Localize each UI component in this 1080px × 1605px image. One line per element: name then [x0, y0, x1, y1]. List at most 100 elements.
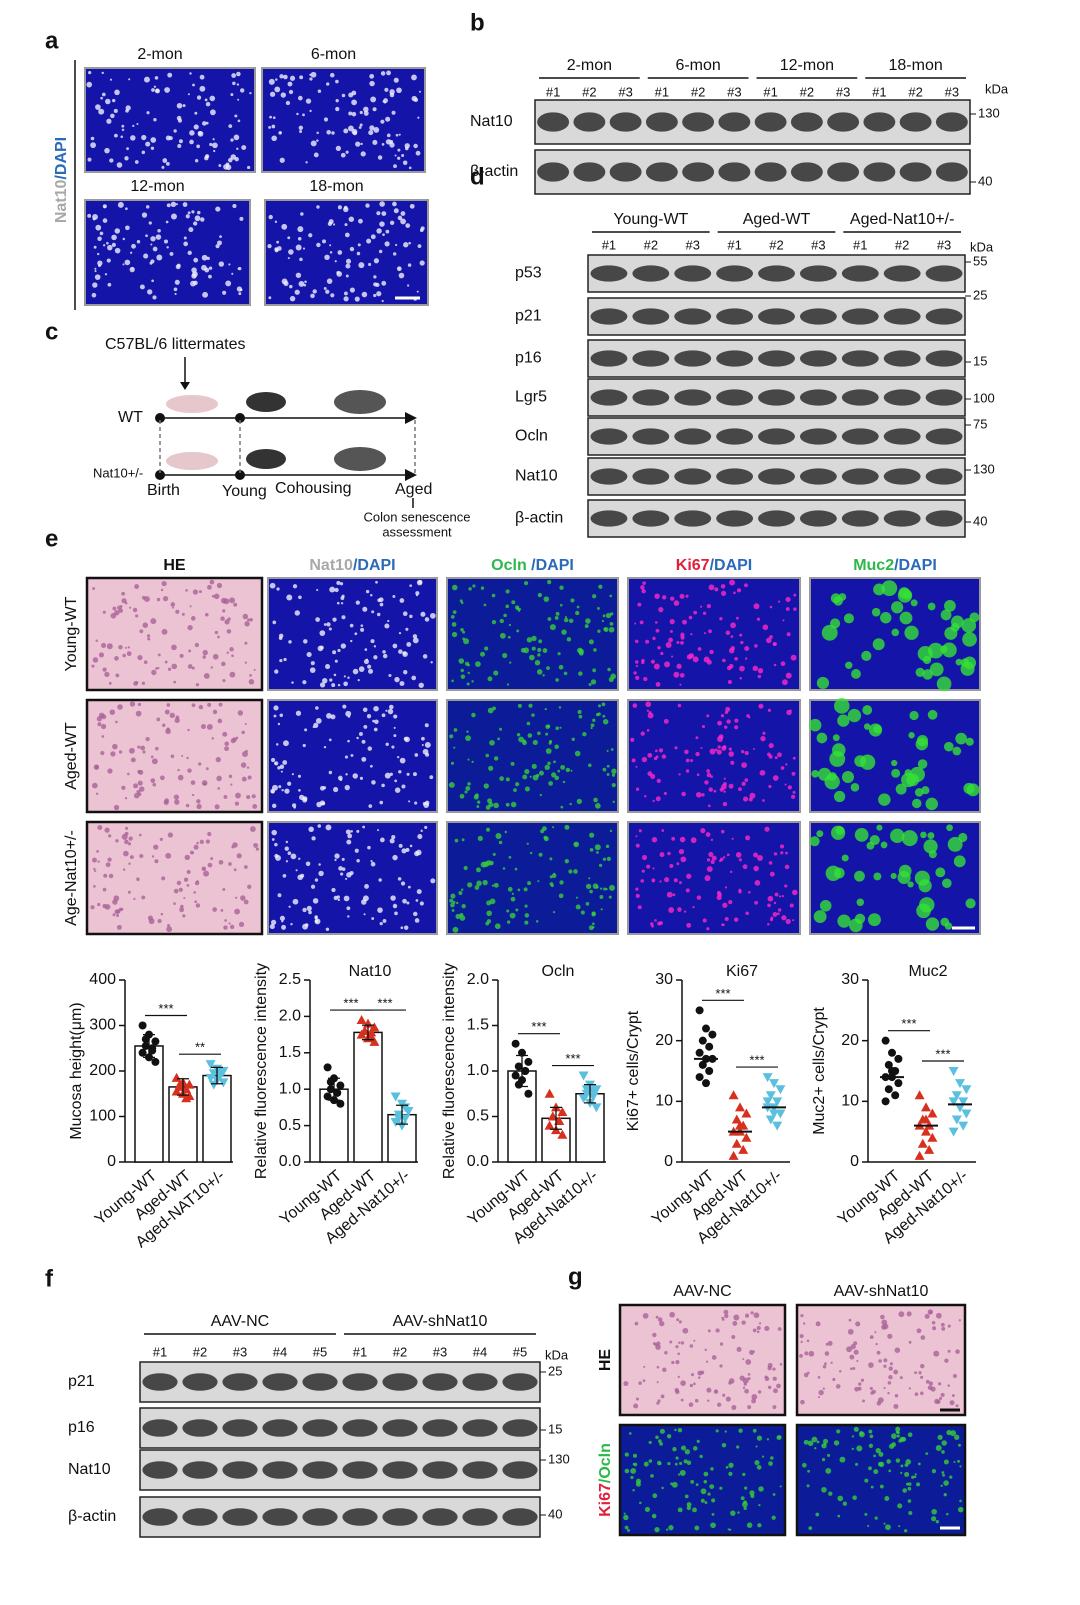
image-texture — [832, 1377, 836, 1382]
image-texture — [576, 605, 580, 609]
image-texture — [688, 653, 695, 659]
image-texture — [317, 645, 324, 652]
image-texture — [106, 258, 111, 263]
image-texture — [664, 1350, 668, 1355]
image-texture — [167, 72, 173, 78]
image-texture — [355, 141, 361, 147]
image-texture — [692, 1507, 697, 1513]
row-label: p16 — [68, 1419, 95, 1436]
image-texture — [392, 594, 396, 598]
image-texture — [646, 709, 650, 712]
lane-label: #1 — [763, 84, 777, 99]
image-texture — [706, 866, 713, 873]
group-label: Nat10+/- — [93, 465, 143, 480]
image-texture — [940, 1322, 945, 1327]
image-texture — [728, 1471, 733, 1476]
data-point — [884, 1060, 893, 1069]
image-texture — [459, 793, 465, 799]
image-texture — [375, 282, 380, 287]
source-label: C57BL/6 littermates — [105, 336, 246, 353]
micrograph — [627, 699, 801, 813]
image-texture — [675, 1389, 680, 1395]
image-texture — [776, 1383, 781, 1389]
arrow-head — [180, 382, 190, 390]
image-texture — [183, 896, 186, 900]
image-texture — [635, 675, 640, 680]
image-texture — [93, 885, 96, 888]
image-texture — [175, 609, 180, 614]
image-texture — [570, 769, 573, 772]
image-texture — [223, 925, 228, 930]
data-point — [171, 1086, 182, 1096]
image-texture — [883, 1364, 887, 1368]
image-texture — [218, 702, 223, 707]
data-point — [138, 1021, 147, 1030]
image-texture — [372, 107, 377, 112]
image-texture — [304, 728, 308, 732]
image-texture — [717, 745, 721, 749]
image-texture — [690, 837, 697, 844]
image-texture — [484, 646, 489, 651]
image-texture — [393, 77, 399, 83]
image-texture — [202, 291, 209, 298]
image-texture — [655, 681, 661, 687]
image-texture — [200, 217, 205, 222]
image-texture — [400, 211, 406, 216]
image-texture — [170, 754, 175, 759]
image-texture — [600, 908, 603, 911]
image-texture — [99, 231, 104, 236]
image-texture — [870, 1485, 874, 1489]
image-texture — [102, 244, 106, 247]
image-texture — [141, 134, 147, 141]
image-texture — [809, 836, 820, 847]
image-texture — [100, 96, 103, 100]
image-texture — [165, 728, 171, 735]
lane-label: #5 — [513, 1344, 527, 1359]
image-texture — [249, 618, 253, 622]
stain-label: HE — [597, 1349, 614, 1372]
image-texture — [792, 756, 796, 760]
lane-label: #2 — [800, 84, 814, 99]
image-texture — [129, 747, 135, 754]
data-point — [698, 1036, 707, 1045]
image-texture — [578, 671, 583, 676]
image-texture — [597, 629, 601, 633]
image-texture — [235, 792, 241, 799]
image-texture — [960, 658, 970, 667]
image-texture — [416, 889, 422, 895]
image-texture — [363, 659, 369, 665]
image-texture — [733, 591, 736, 595]
image-texture — [171, 663, 178, 670]
image-texture — [174, 717, 180, 724]
image-texture — [664, 661, 671, 668]
image-texture — [164, 660, 168, 664]
image-texture — [117, 201, 124, 208]
image-texture — [141, 681, 146, 685]
image-texture — [277, 722, 281, 726]
data-point — [557, 1106, 568, 1116]
image-texture — [849, 1367, 853, 1370]
image-texture — [213, 593, 220, 600]
image-texture — [186, 869, 191, 874]
image-texture — [197, 130, 204, 137]
stain-part: /DAPI — [710, 557, 753, 574]
band — [716, 265, 754, 282]
image-texture — [679, 1469, 686, 1476]
band — [883, 510, 921, 527]
image-texture — [668, 637, 673, 643]
image-texture — [388, 704, 394, 710]
data-point — [888, 1048, 896, 1057]
image-texture — [666, 1528, 669, 1531]
image-texture — [212, 138, 215, 141]
row-label: β-actin — [515, 510, 563, 527]
image-texture — [115, 839, 119, 843]
image-texture — [528, 703, 533, 708]
image-texture — [752, 665, 759, 672]
band — [883, 389, 921, 406]
image-texture — [269, 115, 273, 119]
image-texture — [405, 223, 411, 228]
image-texture — [781, 915, 787, 921]
image-texture — [638, 829, 642, 833]
image-texture — [140, 745, 146, 751]
image-texture — [868, 723, 883, 737]
